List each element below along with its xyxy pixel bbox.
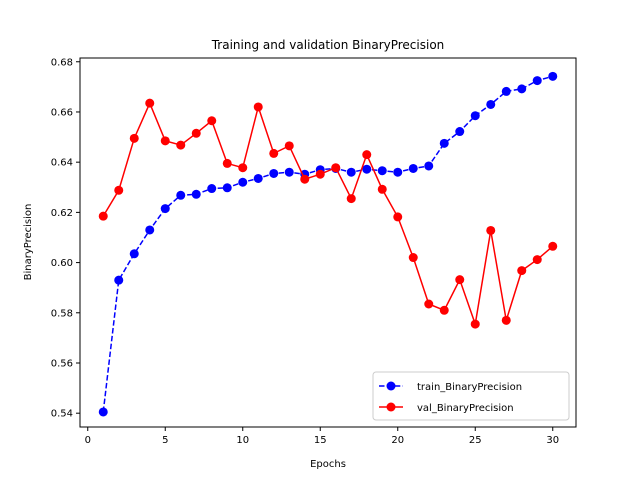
data-point-val [238, 163, 248, 173]
plot-area [79, 57, 577, 428]
series-layer [98, 71, 558, 417]
y-axis-title: BinaryPrecision [23, 204, 34, 281]
data-point-train [486, 99, 496, 109]
y-tick-label: 0.64 [51, 158, 73, 169]
y-tick-label: 0.62 [51, 208, 73, 219]
data-point-train [145, 225, 155, 235]
data-point-train [548, 71, 558, 81]
data-point-train [470, 111, 480, 121]
legend-train-marker [386, 381, 396, 391]
data-point-train [501, 86, 511, 96]
data-point-val [439, 305, 449, 315]
data-point-train [222, 183, 232, 193]
data-point-train [129, 249, 139, 259]
legend-box [372, 371, 570, 421]
data-point-val [191, 128, 201, 138]
data-point-train [176, 190, 186, 200]
data-point-val [532, 255, 542, 265]
data-point-train [455, 127, 465, 137]
data-point-val [284, 141, 294, 151]
data-point-train [362, 164, 372, 174]
data-point-val [362, 150, 372, 160]
data-point-train [191, 189, 201, 199]
data-point-train [346, 167, 356, 177]
data-point-train [284, 167, 294, 177]
data-point-val [393, 212, 403, 222]
y-tick-label: 0.68 [51, 57, 73, 68]
data-point-train [393, 167, 403, 177]
data-point-val [315, 169, 325, 179]
data-point-val [424, 299, 434, 309]
data-point-val [300, 174, 310, 184]
x-tick-label: 20 [391, 435, 404, 446]
data-point-val [98, 211, 108, 221]
y-tick-label: 0.60 [51, 258, 73, 269]
data-point-train [98, 407, 108, 417]
data-point-train [114, 275, 124, 285]
y-tick-label: 0.56 [51, 358, 73, 369]
data-point-train [253, 173, 263, 183]
data-point-val [114, 185, 124, 195]
data-point-val [455, 275, 465, 285]
x-axis-title: Epochs [310, 459, 346, 470]
data-point-val [470, 319, 480, 329]
data-point-val [346, 194, 356, 204]
data-point-train [517, 84, 527, 94]
data-point-train [238, 177, 248, 187]
data-point-train [408, 163, 418, 173]
x-tick-label: 30 [546, 435, 559, 446]
data-point-val [269, 148, 279, 158]
data-point-train [439, 138, 449, 148]
data-point-train [160, 204, 170, 214]
x-tick-label: 15 [314, 435, 327, 446]
x-tick-label: 0 [85, 435, 91, 446]
y-tick-label: 0.66 [51, 107, 73, 118]
data-point-val [176, 140, 186, 150]
y-tick-label: 0.58 [51, 308, 73, 319]
data-point-val [222, 158, 232, 168]
y-axis-ticks: 0.54 0.56 0.58 0.60 0.62 0.64 0.66 0.68 [51, 57, 80, 420]
legend-train-label: train_BinaryPrecision [417, 382, 522, 393]
data-point-train [377, 166, 387, 176]
data-point-train [207, 184, 217, 194]
data-point-val [408, 253, 418, 263]
chart-title: Training and validation BinaryPrecision [211, 38, 445, 52]
x-tick-label: 5 [162, 435, 168, 446]
data-point-val [548, 241, 558, 251]
data-point-train [424, 161, 434, 171]
legend-val-marker [386, 402, 396, 412]
data-point-val [145, 98, 155, 108]
data-point-val [501, 315, 511, 325]
data-point-val [486, 225, 496, 235]
y-tick-label: 0.54 [51, 409, 73, 420]
data-point-val [129, 133, 139, 143]
data-point-val [207, 116, 217, 126]
x-tick-label: 25 [469, 435, 482, 446]
legend-val-label: val_BinaryPrecision [417, 403, 514, 414]
x-axis-ticks: 0 5 10 15 20 25 30 [85, 427, 559, 446]
data-point-val [331, 163, 341, 173]
data-point-val [377, 184, 387, 194]
data-point-val [253, 102, 263, 112]
data-point-val [160, 136, 170, 146]
legend: train_BinaryPrecision val_BinaryPrecisio… [372, 371, 570, 421]
data-point-val [517, 266, 527, 276]
axes-frame [79, 57, 577, 428]
x-tick-label: 10 [236, 435, 249, 446]
data-point-train [532, 76, 542, 86]
data-point-train [269, 168, 279, 178]
